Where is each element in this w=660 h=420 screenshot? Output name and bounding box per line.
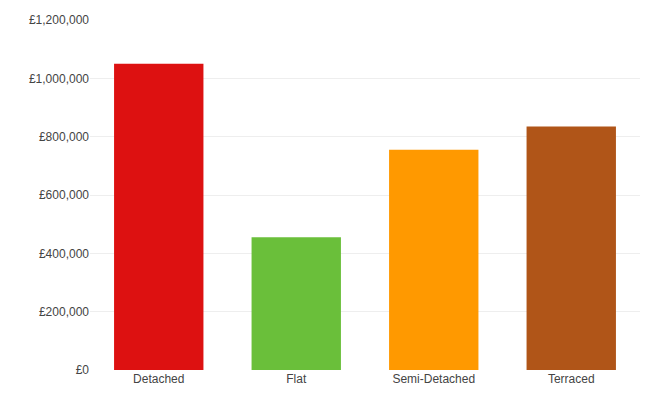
svg-text:£1,200,000: £1,200,000	[29, 13, 89, 27]
svg-text:£600,000: £600,000	[39, 188, 89, 202]
svg-text:Detached: Detached	[133, 372, 184, 386]
svg-text:Flat: Flat	[286, 372, 307, 386]
svg-text:£0: £0	[76, 363, 90, 377]
svg-text:£1,000,000: £1,000,000	[29, 72, 89, 86]
svg-text:£200,000: £200,000	[39, 305, 89, 319]
svg-text:£400,000: £400,000	[39, 247, 89, 261]
svg-text:£800,000: £800,000	[39, 130, 89, 144]
svg-text:Semi-Detached: Semi-Detached	[392, 372, 475, 386]
svg-text:Terraced: Terraced	[548, 372, 595, 386]
